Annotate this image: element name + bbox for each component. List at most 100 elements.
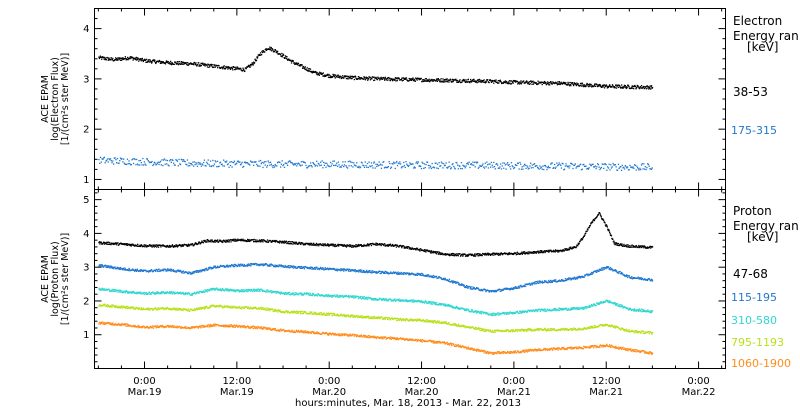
data-point (290, 59, 292, 61)
data-point (501, 254, 504, 256)
data-point (182, 291, 184, 294)
data-point (155, 270, 157, 272)
data-point (228, 241, 230, 243)
data-point (440, 81, 442, 83)
data-point (256, 289, 258, 291)
data-point (282, 265, 284, 267)
data-point (99, 264, 101, 266)
data-point (522, 252, 524, 254)
data-point (509, 287, 511, 290)
data-point (495, 81, 497, 83)
data-point (125, 57, 127, 60)
data-point (204, 63, 206, 65)
data-point (148, 161, 150, 163)
data-point (126, 58, 128, 60)
data-point (611, 86, 613, 88)
data-point (259, 239, 261, 241)
data-point (352, 166, 354, 168)
data-point (170, 161, 172, 163)
data-point (142, 157, 144, 160)
data-point (608, 163, 610, 165)
data-point (258, 160, 260, 162)
data-point (529, 251, 531, 253)
data-point (360, 270, 362, 272)
data-point (259, 52, 262, 54)
data-point (308, 242, 310, 244)
data-point (249, 263, 252, 265)
data-point (465, 286, 467, 289)
data-point (458, 283, 460, 286)
data-point (119, 160, 121, 162)
data-point (482, 81, 484, 83)
data-point (235, 264, 238, 266)
data-point (455, 255, 457, 257)
data-point (542, 81, 544, 83)
data-point (603, 268, 605, 271)
data-point (400, 167, 403, 169)
data-point (180, 63, 182, 65)
data-point (582, 84, 584, 86)
data-point (500, 289, 502, 291)
data-point (560, 164, 562, 167)
data-point (319, 164, 321, 167)
data-point (633, 277, 635, 279)
data-point (464, 167, 466, 169)
data-point (273, 166, 276, 168)
data-point (354, 246, 356, 248)
data-point (534, 165, 536, 167)
data-point (98, 241, 101, 243)
data-point (480, 165, 483, 167)
data-point (616, 169, 618, 171)
data-point (374, 244, 377, 246)
data-point (477, 253, 480, 255)
data-point (506, 163, 508, 165)
data-point (205, 268, 207, 270)
data-point (597, 85, 599, 88)
data-point (187, 244, 189, 246)
data-point (209, 65, 211, 68)
data-point (295, 243, 297, 245)
data-point (380, 272, 383, 274)
data-point (504, 164, 506, 166)
data-point (372, 76, 374, 78)
data-point (136, 59, 138, 61)
data-point (279, 264, 281, 266)
data-point (523, 163, 526, 165)
data-point (157, 161, 159, 163)
data-point (107, 161, 109, 163)
data-point (644, 245, 646, 247)
data-point (626, 86, 628, 88)
data-point (184, 293, 186, 295)
data-point (520, 284, 522, 286)
data-point (179, 163, 181, 165)
data-point (180, 293, 182, 295)
data-point (198, 65, 200, 67)
data-point (485, 253, 487, 255)
data-point (158, 163, 160, 166)
data-point (410, 273, 412, 275)
data-point (614, 269, 616, 271)
data-point (159, 293, 162, 295)
data-point (615, 270, 618, 272)
data-point (370, 162, 373, 164)
data-point (275, 292, 277, 295)
data-point (182, 292, 185, 295)
data-point (138, 291, 140, 293)
data-point (256, 165, 259, 167)
data-point (614, 270, 616, 272)
data-point (329, 74, 331, 77)
data-point (165, 269, 168, 271)
data-point (314, 266, 316, 269)
data-point (132, 291, 134, 293)
data-point (433, 276, 435, 278)
data-point (121, 59, 123, 61)
data-point (230, 265, 232, 267)
data-point (332, 243, 335, 245)
data-point (121, 268, 123, 270)
data-point (228, 288, 230, 291)
data-point (177, 63, 179, 65)
data-point (597, 214, 599, 216)
data-point (173, 246, 175, 248)
data-point (155, 244, 157, 246)
data-point (101, 265, 103, 267)
